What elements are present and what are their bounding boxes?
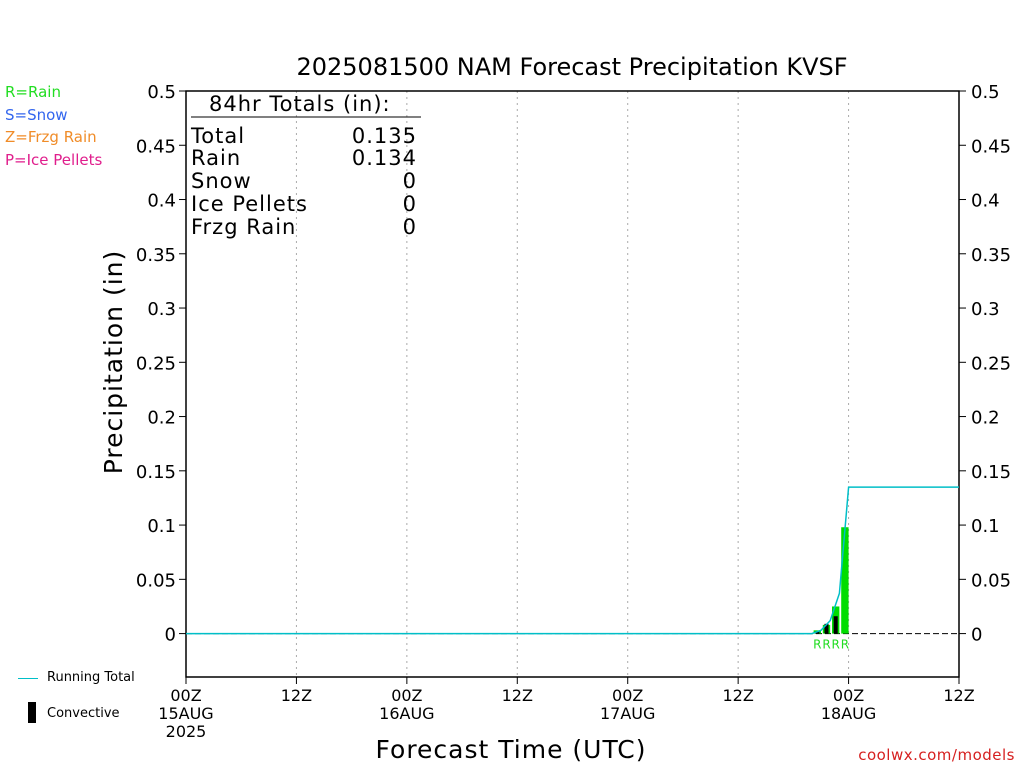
y-tick-label-left: 0.35 (136, 245, 176, 266)
y-tick-label-left: 0.4 (147, 191, 176, 212)
precip-type-legend: R=Rain S=Snow Z=Frzg Rain P=Ice Pellets (5, 81, 102, 171)
x-tick-label: 00Z (391, 686, 422, 705)
y-tick-label-left: 0.5 (147, 82, 176, 103)
legend-frzg-rain: Z=Frzg Rain (5, 128, 97, 146)
y-tick-label-left: 0.3 (147, 299, 176, 320)
totals-row-label: Rain (191, 146, 241, 170)
precip-type-marker: R (822, 638, 830, 652)
totals-row-value: 0.134 (352, 146, 417, 170)
y-axis-label: Precipitation (in) (99, 250, 128, 475)
totals-row-value: 0 (403, 192, 417, 216)
totals-row-label: Snow (191, 169, 252, 193)
running-total-label: Running Total (47, 670, 135, 685)
convective-legend: Convective (18, 702, 158, 724)
y-tick-label-right: 0.3 (971, 299, 1000, 320)
x-tick-label: 12Z (722, 686, 753, 705)
x-tick-label: 12Z (502, 686, 533, 705)
running-total-legend: Running Total (18, 670, 158, 688)
convective-bar (824, 623, 829, 634)
x-tick-label: 17AUG (600, 704, 655, 723)
x-tick-label: 00Z (612, 686, 643, 705)
y-tick-label-left: 0.2 (147, 408, 176, 429)
plot-frame (185, 90, 960, 678)
rain-bar (841, 527, 849, 634)
y-tick-label-right: 0 (971, 625, 982, 646)
y-tick-label-left: 0 (165, 625, 176, 646)
precip-type-marker: R (841, 638, 849, 652)
y-tick-label-left: 0.05 (136, 570, 176, 591)
credit-link[interactable]: coolwx.com/models (858, 746, 1015, 764)
x-tick-label: 12Z (943, 686, 974, 705)
chart-title: 2025081500 NAM Forecast Precipitation KV… (296, 53, 847, 81)
y-tick-label-right: 0.5 (971, 82, 1000, 103)
y-tick-label-right: 0.1 (971, 516, 1000, 537)
convective-label: Convective (47, 706, 120, 721)
y-tick-label-right: 0.2 (971, 408, 1000, 429)
y-tick-label-right: 0.15 (971, 462, 1011, 483)
convective-bar (833, 616, 838, 634)
x-axis-label: Forecast Time (UTC) (376, 735, 647, 764)
x-tick-label: 15AUG (158, 704, 213, 723)
y-tick-label-right: 0.45 (971, 136, 1011, 157)
precip-type-marker: R (832, 638, 840, 652)
legend-rain: R=Rain (5, 83, 61, 101)
totals-row-value: 0 (403, 215, 417, 239)
y-tick-label-left: 0.1 (147, 516, 176, 537)
totals-row-value: 0 (403, 169, 417, 193)
y-tick-label-right: 0.25 (971, 353, 1011, 374)
x-tick-label: 16AUG (379, 704, 434, 723)
y-tick-label-right: 0.35 (971, 245, 1011, 266)
totals-row-label: Total (190, 124, 245, 148)
legend-ice-pellets: P=Ice Pellets (5, 150, 103, 169)
totals-box: 84hr Totals (in): Total 0.135 Rain 0.134… (190, 92, 421, 239)
totals-row-value: 0.135 (352, 124, 417, 148)
y-tick-label-left: 0.15 (136, 462, 176, 483)
x-tick-label: 2025 (166, 722, 207, 741)
x-tick-label: 00Z (170, 686, 201, 705)
precip-type-marker: R (813, 638, 821, 652)
y-tick-label-left: 0.25 (136, 353, 176, 374)
convective-bar-icon (28, 702, 36, 723)
running-total-line (186, 486, 959, 635)
x-tick-label: 00Z (833, 686, 864, 705)
y-tick-label-left: 0.45 (136, 136, 176, 157)
y-tick-label-right: 0.4 (971, 191, 1000, 212)
x-tick-label: 18AUG (821, 704, 876, 723)
x-tick-label: 12Z (281, 686, 312, 705)
legend-snow: S=Snow (5, 105, 68, 124)
y-tick-label-right: 0.05 (971, 570, 1011, 591)
plot-area: 0 00.05 0.050.1 0.10.15 0.150.2 0.20.25 0.250.… (136, 82, 1011, 741)
totals-row-label: Frzg Rain (191, 215, 296, 239)
totals-row-label: Ice Pellets (191, 192, 308, 216)
running-total-line-icon (18, 678, 38, 679)
convective-bar (815, 631, 820, 634)
totals-header: 84hr Totals (in): (209, 92, 391, 116)
